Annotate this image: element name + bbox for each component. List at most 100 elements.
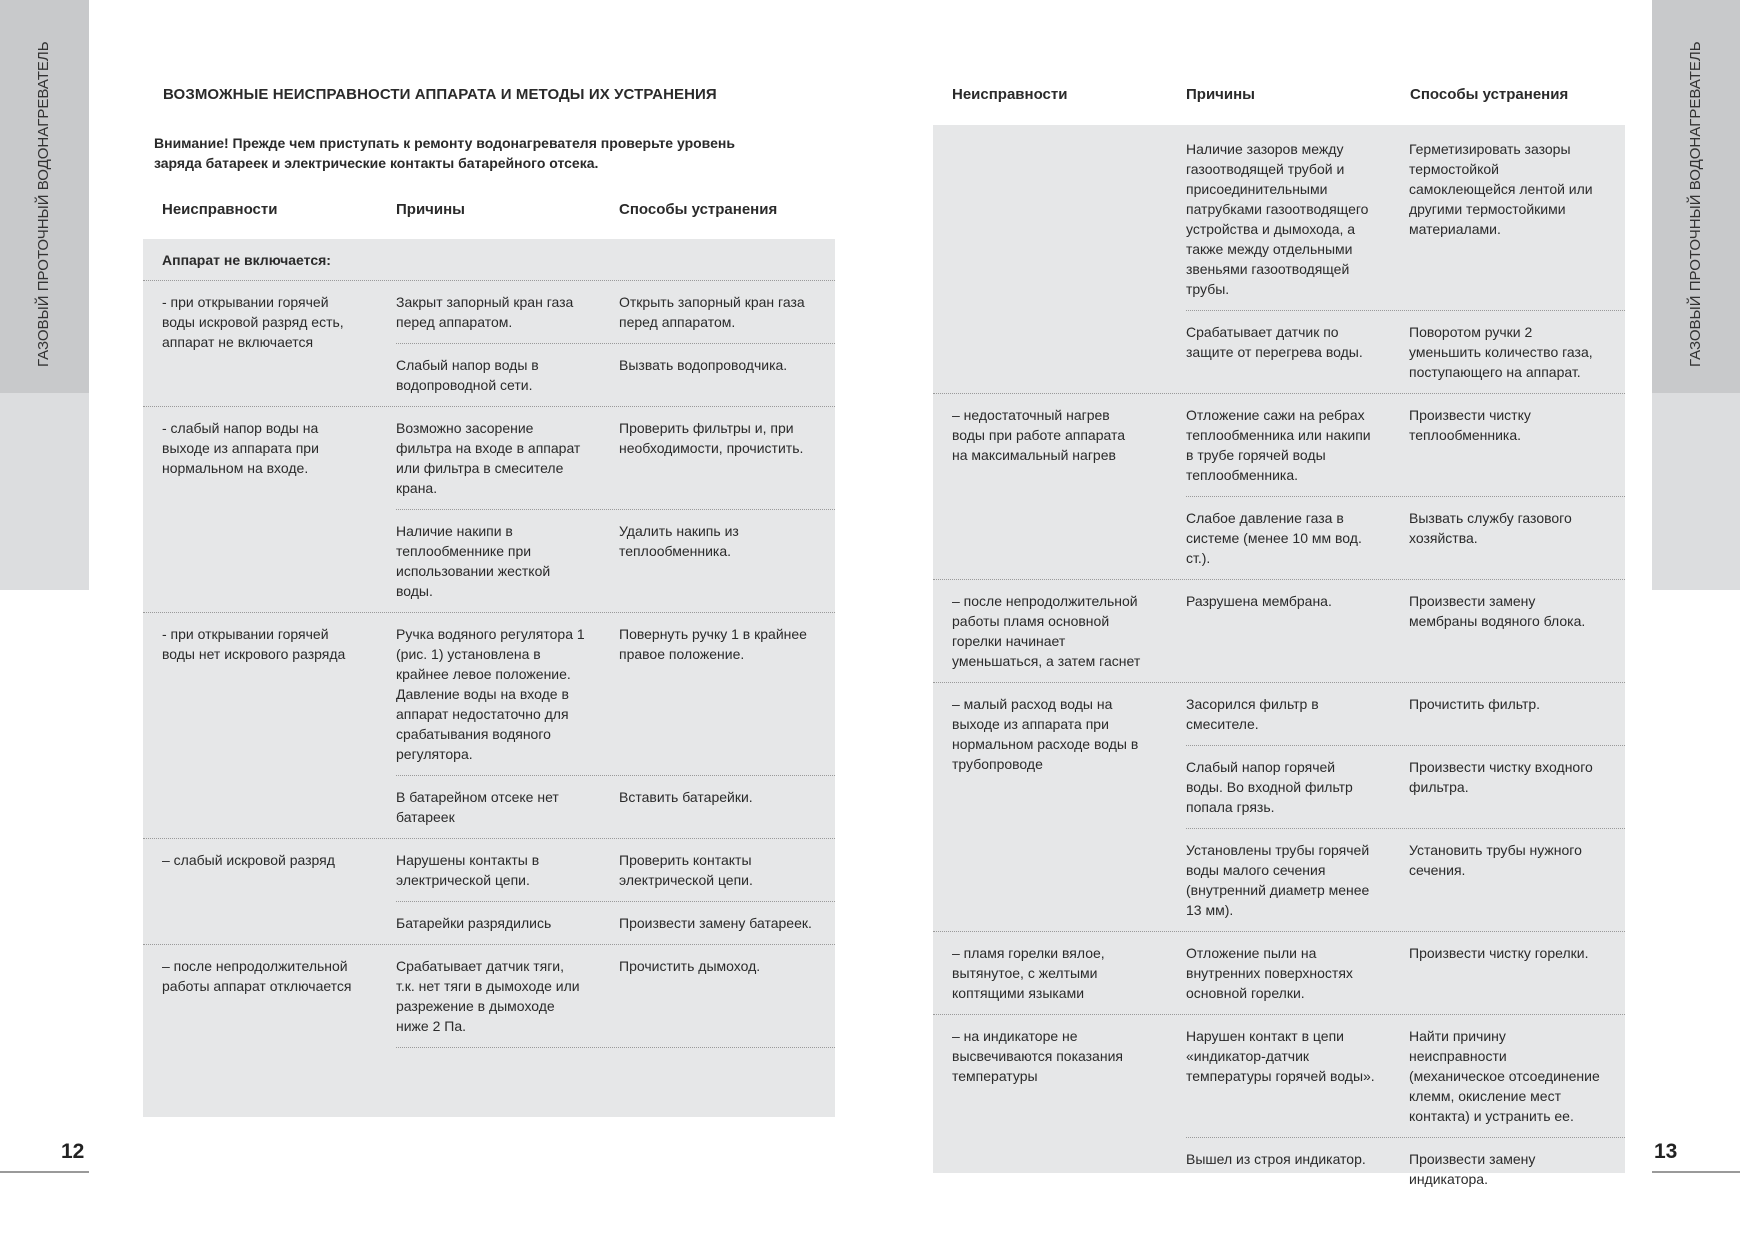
cause-remedy-list: Нарушен контакт в цепи «индикатор-датчик… <box>1186 1015 1625 1200</box>
remedy-text: Произвести замену индикатора. <box>1409 1151 1536 1187</box>
cause-remedy-row: Ручка водяного регулятора 1 (рис. 1) уст… <box>396 613 835 775</box>
page-number-right: 13 <box>1654 1140 1678 1163</box>
cause-remedy-row: Засорился фильтр в смесителе. Прочистить … <box>1186 683 1625 745</box>
header-causes: Причины <box>1186 86 1255 103</box>
cause-text: Закрыт запорный кран газа перед аппарато… <box>396 294 574 330</box>
cause-remedy-list: Ручка водяного регулятора 1 (рис. 1) уст… <box>396 613 835 838</box>
cause-remedy-row: Нарушен контакт в цепи «индикатор-датчик… <box>1186 1015 1625 1137</box>
cause-remedy-list: Срабатывает датчик тяги, т.к. нет тяги в… <box>396 945 835 1049</box>
header-faults: Неисправности <box>162 201 278 218</box>
troubleshooting-table-left: Аппарат не включается: - при открывании … <box>143 239 835 1117</box>
cause-remedy-row: Срабатывает датчик по защите от перегрев… <box>1186 310 1625 393</box>
remedy-text: Произвести замену мембраны водяного блок… <box>1409 593 1586 629</box>
cause-text: Нарушен контакт в цепи «индикатор-датчик… <box>1186 1028 1375 1084</box>
remedy-text: Произвести чистку горелки. <box>1409 945 1589 961</box>
fault-group: – малый расход воды на выходе из аппарат… <box>933 682 1625 931</box>
cause-text: Слабый напор воды в водопроводной сети. <box>396 357 539 393</box>
cause-text: В батарейном отсеке нет батареек <box>396 789 559 825</box>
fault-text: - при открывании горячей воды нет искров… <box>162 626 346 662</box>
remedy-text: Поворотом ручки 2 уменьшить количество г… <box>1409 324 1593 380</box>
fault-group: - при открывании горячей воды нет искров… <box>143 612 835 838</box>
cause-remedy-list: Разрушена мембрана. Произвести замену мем… <box>1186 580 1625 682</box>
side-tab-dark-band <box>1652 0 1740 393</box>
remedy-text: Удалить накипь из теплообменника. <box>619 523 739 559</box>
page-number-underline-left <box>0 1171 89 1173</box>
cause-remedy-row: Разрушена мембрана. Произвести замену мем… <box>1186 580 1625 642</box>
remedy-text: Прочистить дымоход. <box>619 958 761 974</box>
cause-remedy-row: Вышел из строя индикатор. Произвести заме… <box>1186 1137 1625 1200</box>
fault-group: – пламя горелки вялое, вытянутое, с желт… <box>933 931 1625 1014</box>
remedy-text: Прочистить фильтр. <box>1409 696 1541 712</box>
fault-group: Наличие зазоров между газоотводящей труб… <box>933 125 1625 393</box>
remedy-text: Установить трубы нужного сечения. <box>1409 842 1582 878</box>
side-tab-left: ГАЗОВЫЙ ПРОТОЧНЫЙ ВОДОНАГРЕВАТЕЛЬ <box>0 0 89 590</box>
cause-remedy-list: Засорился фильтр в смесителе. Прочистить … <box>1186 683 1625 931</box>
remedy-text: Вызвать службу газового хозяйства. <box>1409 510 1572 546</box>
header-remedies: Способы устранения <box>619 201 778 218</box>
cause-remedy-row: В батарейном отсеке нет батареек Вставить… <box>396 775 835 838</box>
fault-group: – слабый искровой разряд Нарушены контакт… <box>143 838 835 944</box>
cause-text: Отложение сажи на ребрах теплообменника … <box>1186 407 1371 483</box>
cause-remedy-row: Нарушены контакты в электрической цепи. П… <box>396 839 835 901</box>
cause-text: Наличие зазоров между газоотводящей труб… <box>1186 141 1369 297</box>
fault-text: – на индикаторе не высвечиваются показан… <box>952 1028 1123 1084</box>
cause-remedy-list: Возможно засорение фильтра на входе в ап… <box>396 407 835 612</box>
cause-text: Вышел из строя индикатор. <box>1186 1151 1366 1167</box>
cause-text: Установлены трубы горячей воды малого се… <box>1186 842 1370 918</box>
cause-text: Наличие накипи в теплообменнике при испо… <box>396 523 551 599</box>
cause-remedy-row: Наличие зазоров между газоотводящей труб… <box>1186 125 1625 310</box>
row-divider <box>396 1047 835 1049</box>
remedy-text: Вызвать водопроводчика. <box>619 357 788 373</box>
page-title: ВОЗМОЖНЫЕ НЕИСПРАВНОСТИ АППАРАТА И МЕТОД… <box>163 86 717 103</box>
cause-remedy-row: Слабый напор воды в водопроводной сети. В… <box>396 343 835 406</box>
fault-text: – слабый искровой разряд <box>162 852 335 868</box>
remedy-text: Произвести чистку теплообменника. <box>1409 407 1531 443</box>
side-tab-label: ГАЗОВЫЙ ПРОТОЧНЫЙ ВОДОНАГРЕВАТЕЛЬ <box>1687 41 1704 367</box>
page-number-underline-right <box>1652 1171 1740 1173</box>
fault-text: – после непродолжительной работы аппарат… <box>162 958 352 994</box>
fault-group: – после непродолжительной работы аппарат… <box>143 944 835 1049</box>
remedy-text: Найти причину неисправности (механическо… <box>1409 1028 1600 1124</box>
fault-group: – после непродолжительной работы пламя о… <box>933 579 1625 682</box>
warning-note: Внимание! Прежде чем приступать к ремонт… <box>154 135 735 171</box>
cause-remedy-row: Слабое давление газа в системе (менее 10… <box>1186 496 1625 579</box>
cause-remedy-list: Наличие зазоров между газоотводящей труб… <box>1186 125 1625 393</box>
remedy-text: Проверить контакты электрической цепи. <box>619 852 753 888</box>
remedy-text: Открыть запорный кран газа перед аппарат… <box>619 294 805 330</box>
cause-remedy-list: Закрыт запорный кран газа перед аппарато… <box>396 281 835 406</box>
cause-remedy-list: Отложение пыли на внутренних поверхностя… <box>1186 932 1625 1014</box>
side-tab-dark-band <box>0 0 89 393</box>
fault-text: – недостаточный нагрев воды при работе а… <box>952 407 1125 463</box>
cause-remedy-row: Возможно засорение фильтра на входе в ап… <box>396 407 835 509</box>
header-remedies: Способы устранения <box>1410 86 1569 103</box>
section-heading: Аппарат не включается: <box>162 252 331 268</box>
cause-text: Засорился фильтр в смесителе. <box>1186 696 1319 732</box>
cause-text: Разрушена мембрана. <box>1186 593 1332 609</box>
fault-group: - слабый напор воды на выходе из аппарат… <box>143 406 835 612</box>
cause-text: Срабатывает датчик по защите от перегрев… <box>1186 324 1363 360</box>
fault-text: – малый расход воды на выходе из аппарат… <box>952 696 1139 772</box>
cause-remedy-row: Отложение сажи на ребрах теплообменника … <box>1186 394 1625 496</box>
cause-remedy-row: Отложение пыли на внутренних поверхностя… <box>1186 932 1625 1014</box>
remedy-text: Повернуть ручку 1 в крайнее правое полож… <box>619 626 807 662</box>
cause-remedy-row: Установлены трубы горячей воды малого се… <box>1186 828 1625 931</box>
troubleshooting-table-right: Наличие зазоров между газоотводящей труб… <box>933 125 1625 1187</box>
cause-text: Отложение пыли на внутренних поверхностя… <box>1186 945 1353 1001</box>
header-faults: Неисправности <box>952 86 1068 103</box>
cause-text: Слабое давление газа в системе (менее 10… <box>1186 510 1362 566</box>
page-number-left: 12 <box>61 1140 85 1163</box>
cause-text: Ручка водяного регулятора 1 (рис. 1) уст… <box>396 626 585 762</box>
fault-group: - при открывании горячей воды искровой р… <box>143 280 835 406</box>
remedy-text: Произвести чистку входного фильтра. <box>1409 759 1593 795</box>
remedy-text: Произвести замену батареек. <box>619 915 812 931</box>
remedy-text: Проверить фильтры и, при необходимости, … <box>619 420 804 456</box>
cause-text: Нарушены контакты в электрической цепи. <box>396 852 540 888</box>
cause-remedy-list: Нарушены контакты в электрической цепи. П… <box>396 839 835 944</box>
cause-remedy-row: Наличие накипи в теплообменнике при испо… <box>396 509 835 612</box>
header-causes: Причины <box>396 201 465 218</box>
fault-text: - при открывании горячей воды искровой р… <box>162 294 344 350</box>
cause-text: Возможно засорение фильтра на входе в ап… <box>396 420 581 496</box>
cause-remedy-row: Слабый напор горячей воды. Во входной фи… <box>1186 745 1625 828</box>
cause-remedy-row: Закрыт запорный кран газа перед аппарато… <box>396 281 835 343</box>
cause-remedy-row: Срабатывает датчик тяги, т.к. нет тяги в… <box>396 945 835 1047</box>
